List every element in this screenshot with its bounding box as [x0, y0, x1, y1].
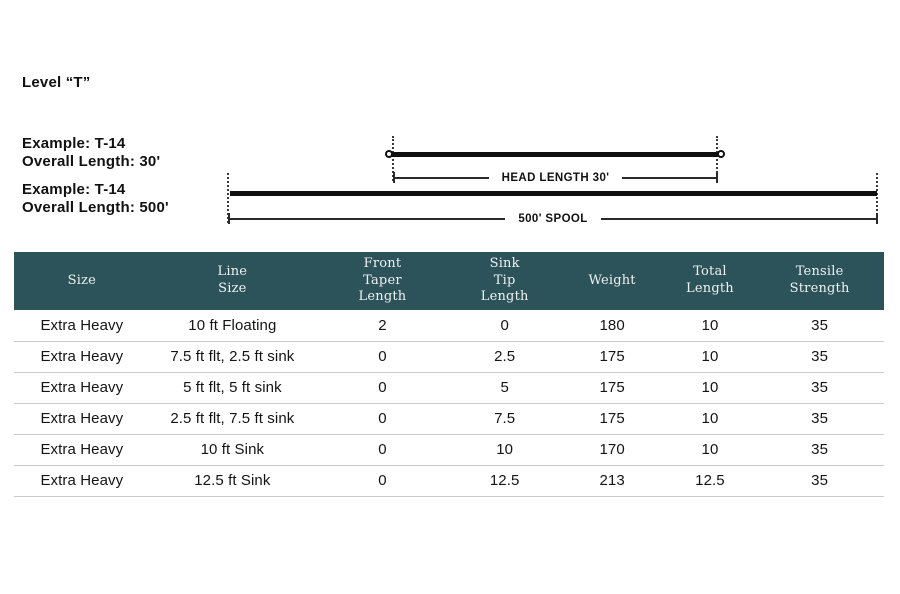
example-30ft: Example: T-14 Overall Length: 30'	[22, 135, 160, 171]
spool-length-dimension: 500' SPOOL	[228, 212, 878, 225]
table-cell: 35	[755, 310, 884, 342]
table-cell: 12.5 ft Sink	[149, 465, 316, 497]
table-cell: 2.5	[449, 341, 560, 373]
table-row: Extra Heavy 10 ft Sink 0 10 170 10 35	[14, 434, 884, 466]
table-cell: 0	[315, 465, 450, 497]
example-30ft-name: Example: T-14	[22, 135, 126, 152]
head-length-label: HEAD LENGTH 30'	[501, 171, 610, 184]
table-cell: 12.5	[664, 465, 756, 497]
dimension-tick	[876, 213, 878, 224]
table-cell: 0	[315, 372, 450, 404]
table-cell: 0	[315, 341, 450, 373]
table-cell: 5 ft flt, 5 ft sink	[149, 372, 316, 404]
page-title: Level “T”	[22, 74, 91, 91]
example-500ft: Example: T-14 Overall Length: 500'	[22, 181, 169, 217]
spool-left-guide-line	[227, 173, 229, 223]
table-cell: 35	[755, 465, 884, 497]
col-header-line-size: Line Size	[149, 252, 316, 310]
table-cell: 10 ft Floating	[149, 310, 316, 342]
table-cell: 10	[664, 341, 756, 373]
head-left-guide-line	[392, 136, 394, 181]
spool-right-guide-line	[876, 173, 878, 223]
table-cell: Extra Heavy	[14, 372, 150, 404]
head-length-dimension: HEAD LENGTH 30'	[393, 171, 718, 184]
col-header-size: Size	[14, 252, 150, 310]
table-row: Extra Heavy 5 ft flt, 5 ft sink 0 5 175 10 35	[14, 372, 884, 404]
col-header-sink-tip: Sink Tip Length	[449, 252, 560, 310]
table-row: Extra Heavy 7.5 ft flt, 2.5 ft sink 0 2.5 17…	[14, 341, 884, 373]
col-header-tensile-strength: Tensile Strength	[755, 252, 884, 310]
table-cell: 180	[559, 310, 665, 342]
col-header-total-length: Total Length	[664, 252, 756, 310]
table-row: Extra Heavy 2.5 ft flt, 7.5 ft sink 0 7.5 17…	[14, 403, 884, 435]
table-cell: 10	[449, 434, 560, 466]
table-cell: 175	[559, 403, 665, 435]
spec-table: Size Line Size Front Taper Length Sink T…	[14, 252, 884, 497]
table-cell: Extra Heavy	[14, 341, 150, 373]
loop-left-icon	[385, 150, 393, 158]
table-cell: Extra Heavy	[14, 434, 150, 466]
table-row: Extra Heavy 10 ft Floating 2 0 180 10 35	[14, 310, 884, 342]
table-cell: 10 ft Sink	[149, 434, 316, 466]
table-cell: 0	[449, 310, 560, 342]
table-cell: Extra Heavy	[14, 465, 150, 497]
table-cell: 2.5 ft flt, 7.5 ft sink	[149, 403, 316, 435]
table-cell: 0	[315, 403, 450, 435]
col-header-front-taper: Front Taper Length	[315, 252, 450, 310]
table-cell: Extra Heavy	[14, 310, 150, 342]
table-cell: 7.5 ft flt, 2.5 ft sink	[149, 341, 316, 373]
header-row: Size Line Size Front Taper Length Sink T…	[14, 252, 884, 310]
head-right-guide-line	[716, 136, 718, 181]
col-header-weight: Weight	[559, 252, 665, 310]
spec-table-body: Extra Heavy 10 ft Floating 2 0 180 10 35 Extra …	[14, 310, 884, 497]
table-cell: 10	[664, 310, 756, 342]
table-cell: 170	[559, 434, 665, 466]
table-cell: 10	[664, 434, 756, 466]
table-cell: 35	[755, 372, 884, 404]
spec-table-header: Size Line Size Front Taper Length Sink T…	[14, 252, 884, 310]
table-cell: 175	[559, 372, 665, 404]
table-cell: Extra Heavy	[14, 403, 150, 435]
table-cell: 10	[664, 372, 756, 404]
dimension-tick	[716, 172, 718, 183]
dimension-line	[395, 176, 489, 179]
table-cell: 35	[755, 434, 884, 466]
table-cell: 12.5	[449, 465, 560, 497]
spool-length-label: 500' SPOOL	[518, 212, 588, 225]
dimension-line	[600, 217, 876, 220]
table-cell: 7.5	[449, 403, 560, 435]
table-cell: 213	[559, 465, 665, 497]
table-cell: 0	[315, 434, 450, 466]
table-cell: 175	[559, 341, 665, 373]
table-cell: 5	[449, 372, 560, 404]
dimension-line	[230, 217, 506, 220]
example-500ft-name: Example: T-14	[22, 181, 126, 198]
example-30ft-length: Overall Length: 30'	[22, 153, 161, 170]
dimension-line	[622, 176, 716, 179]
table-cell: 10	[664, 403, 756, 435]
table-cell: 35	[755, 341, 884, 373]
table-cell: 35	[755, 403, 884, 435]
dimension-tick	[228, 213, 230, 224]
loop-right-icon	[717, 150, 725, 158]
example-500ft-length: Overall Length: 500'	[22, 199, 169, 216]
head-line-graphic	[385, 150, 725, 158]
spool-line-graphic	[230, 191, 877, 196]
table-cell: 2	[315, 310, 450, 342]
dimension-tick	[393, 172, 395, 183]
table-row: Extra Heavy 12.5 ft Sink 0 12.5 213 12.5 35	[14, 465, 884, 497]
